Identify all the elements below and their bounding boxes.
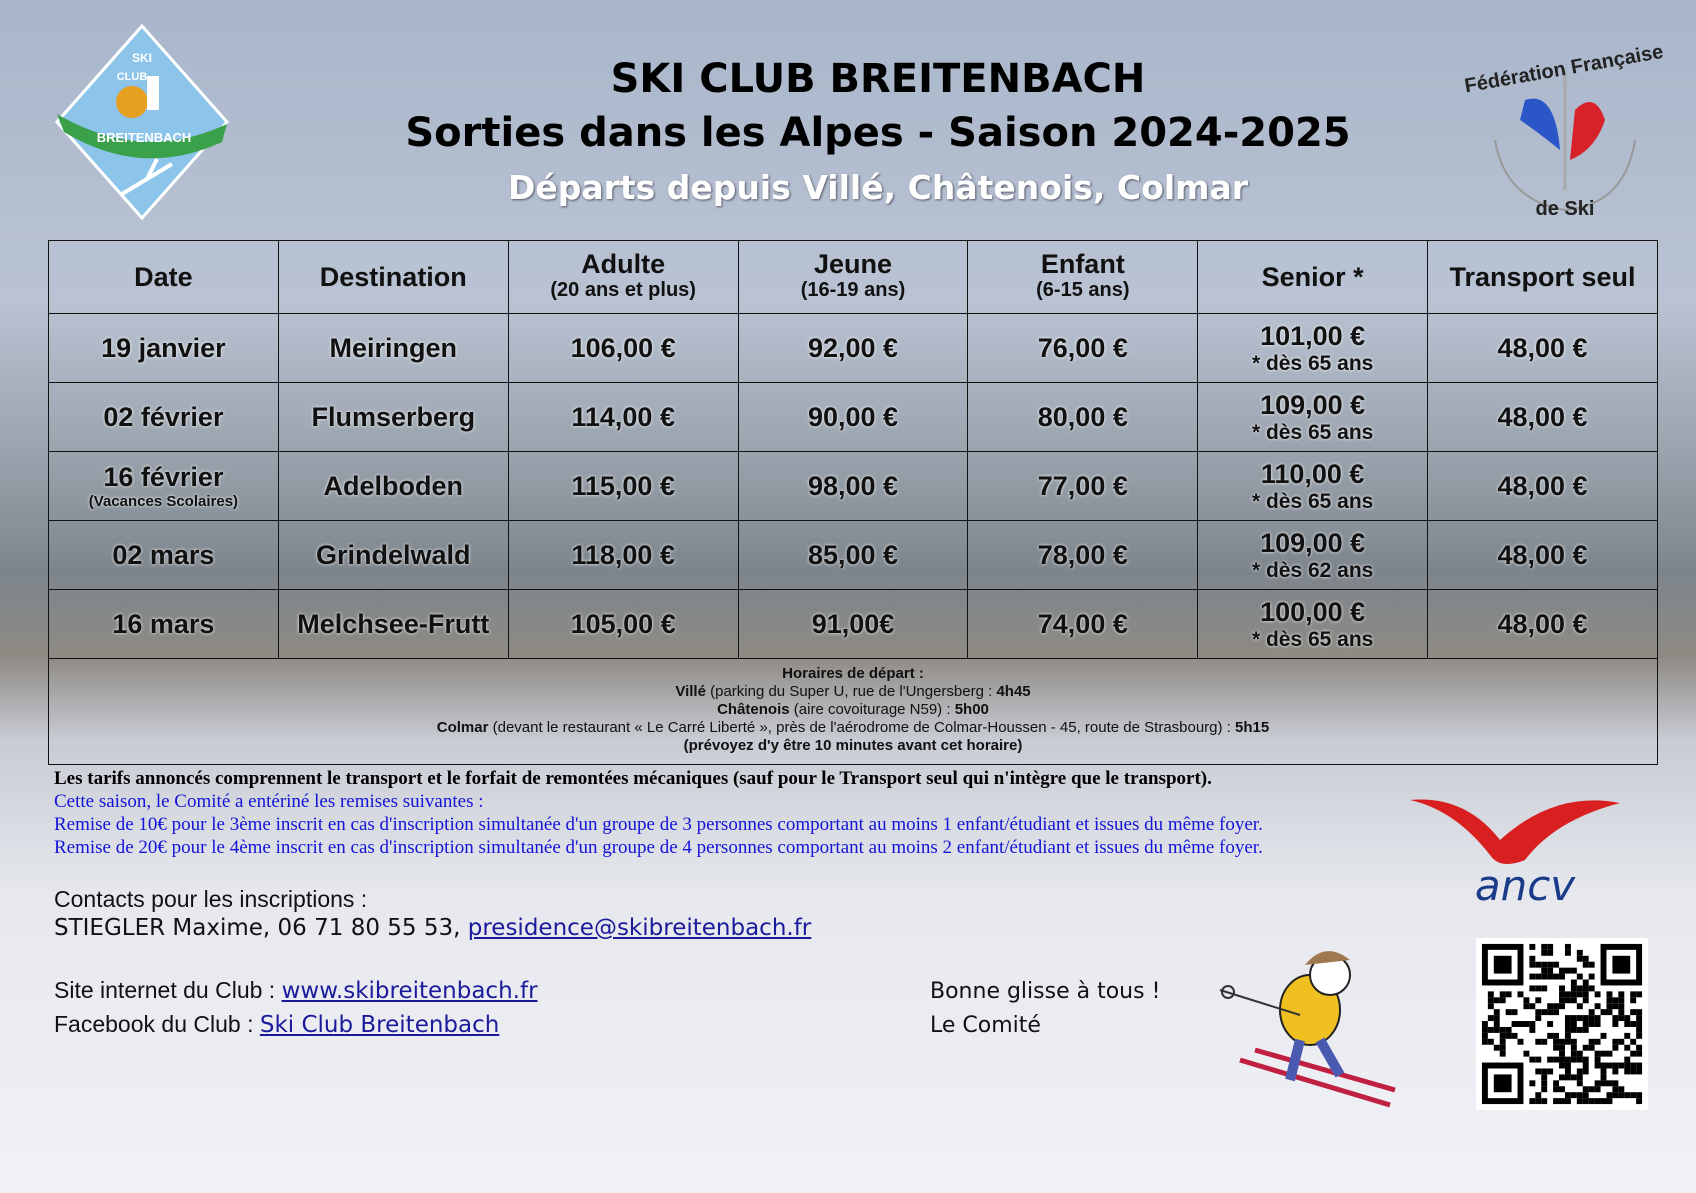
destination-cell: Adelboden [277, 451, 509, 521]
jeune-price: 98,00 € [737, 451, 969, 521]
table-row: 19 janvier Meiringen 106,00 € 92,00 € 76… [48, 313, 1658, 383]
senior-price: 110,00 € * dès 65 ans [1197, 451, 1429, 521]
date-cell: 02 février [48, 382, 279, 452]
date-cell: 02 mars [48, 520, 279, 590]
closing-signature: Le Comité [930, 1013, 1041, 1038]
adulte-price: 115,00 € [507, 451, 739, 521]
senior-price: 109,00 € * dès 62 ans [1197, 520, 1429, 590]
table-row: 02 mars Grindelwald 118,00 € 85,00 € 78,… [48, 520, 1658, 590]
svg-text:BREITENBACH: BREITENBACH [97, 130, 192, 145]
adulte-price: 118,00 € [507, 520, 739, 590]
destination-cell: Grindelwald [277, 520, 509, 590]
closing-line-1: Bonne glisse à tous ! [930, 979, 1161, 1004]
enfant-price: 78,00 € [967, 520, 1199, 590]
ffs-logo: Fédération Française de Ski [1465, 41, 1665, 220]
skier-cartoon-icon [1219, 951, 1396, 1108]
ski-club-logo: SKI CLUB BREITENBACH [54, 24, 230, 220]
header-jeune: Jeune (16-19 ans) [737, 240, 969, 314]
transport-price: 48,00 € [1427, 520, 1658, 590]
club-title: SKI CLUB BREITENBACH [610, 56, 1146, 102]
adulte-price: 106,00 € [507, 313, 739, 383]
jeune-price: 91,00€ [737, 589, 969, 659]
enfant-price: 74,00 € [967, 589, 1199, 659]
adulte-price: 114,00 € [507, 382, 739, 452]
jeune-price: 85,00 € [737, 520, 969, 590]
header-destination: Destination [277, 240, 509, 314]
transport-price: 48,00 € [1427, 451, 1658, 521]
closing-message: Bonne glisse à tous ! Le Comité [930, 975, 1160, 1043]
jeune-price: 90,00 € [737, 382, 969, 452]
jeune-price: 92,00 € [737, 313, 969, 383]
departures-subtitle: Départs depuis Villé, Châtenois, Colmar [507, 168, 1249, 207]
header-enfant: Enfant (6-15 ans) [967, 240, 1199, 314]
price-table: Date Destination Adulte (20 ans et plus) … [48, 240, 1658, 659]
header-transport: Transport seul [1427, 240, 1658, 314]
remise-1: Remise de 10€ pour le 3ème inscrit en ca… [54, 814, 1263, 835]
transport-price: 48,00 € [1427, 313, 1658, 383]
header-date: Date [48, 240, 279, 314]
ancv-logo: ancv [1410, 799, 1620, 910]
date-cell: 16 mars [48, 589, 279, 659]
svg-text:de Ski: de Ski [1536, 198, 1595, 220]
enfant-price: 77,00 € [967, 451, 1199, 521]
svg-text:ancv: ancv [1475, 861, 1576, 910]
qr-code [1476, 938, 1648, 1110]
remises-intro: Cette saison, le Comité a entériné les r… [54, 791, 484, 812]
senior-price: 109,00 € * dès 65 ans [1197, 382, 1429, 452]
date-cell: 19 janvier [48, 313, 279, 383]
enfant-price: 80,00 € [967, 382, 1199, 452]
destination-cell: Melchsee-Frutt [277, 589, 509, 659]
header-senior: Senior * [1197, 240, 1429, 314]
svg-text:SKI: SKI [132, 51, 152, 65]
destination-cell: Flumserberg [277, 382, 509, 452]
tarifs-note: Les tarifs annoncés comprennent le trans… [54, 768, 1212, 789]
transport-price: 48,00 € [1427, 589, 1658, 659]
svg-text:CLUB: CLUB [117, 71, 148, 83]
date-cell: 16 février (Vacances Scolaires) [48, 451, 279, 521]
contact-line: STIEGLER Maxime, 06 71 80 55 53, preside… [54, 915, 812, 941]
transport-price: 48,00 € [1427, 382, 1658, 452]
site-line: Site internet du Club : www.skibreitenba… [54, 977, 538, 1004]
enfant-price: 76,00 € [967, 313, 1199, 383]
destination-cell: Meiringen [277, 313, 509, 383]
senior-price: 101,00 € * dès 65 ans [1197, 313, 1429, 383]
facebook-line: Facebook du Club : Ski Club Breitenbach [54, 1011, 500, 1038]
table-row: 16 mars Melchsee-Frutt 105,00 € 91,00€ 7… [48, 589, 1658, 659]
adulte-price: 105,00 € [507, 589, 739, 659]
season-subtitle: Sorties dans les Alpes - Saison 2024-202… [405, 110, 1351, 156]
table-row: 16 février (Vacances Scolaires) Adelboden… [48, 451, 1658, 521]
website-link[interactable]: www.skibreitenbach.fr [281, 978, 538, 1004]
departure-times: Horaires de départ : Villé (parking du S… [48, 659, 1658, 765]
facebook-link[interactable]: Ski Club Breitenbach [259, 1012, 500, 1038]
contacts-label: Contacts pour les inscriptions : [54, 886, 368, 912]
remise-2: Remise de 20€ pour le 4ème inscrit en ca… [54, 837, 1263, 858]
table-row: 02 février Flumserberg 114,00 € 90,00 € … [48, 382, 1658, 452]
header-adulte: Adulte (20 ans et plus) [507, 240, 739, 314]
senior-price: 100,00 € * dès 65 ans [1197, 589, 1429, 659]
contact-email-link[interactable]: presidence@skibreitenbach.fr [467, 915, 812, 941]
